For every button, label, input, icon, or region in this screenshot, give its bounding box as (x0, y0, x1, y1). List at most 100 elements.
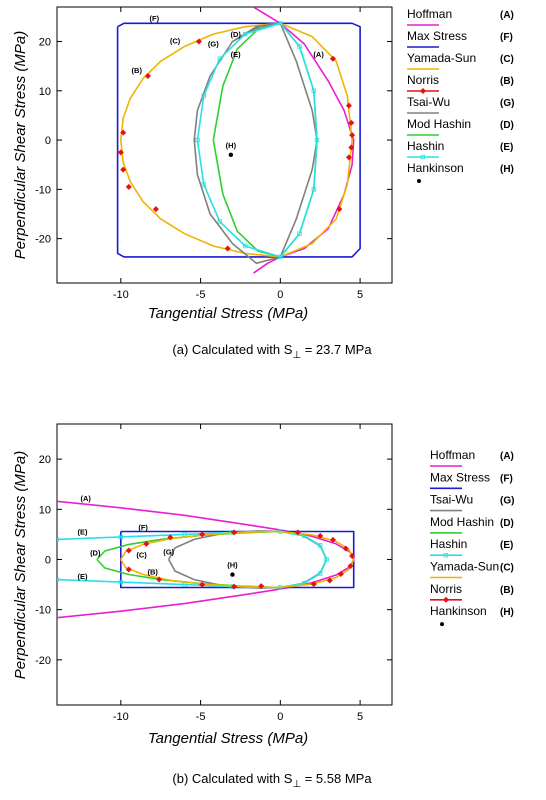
legend-label-hankinson-a: Hankinson (407, 161, 464, 175)
hashin-a-point (311, 88, 317, 93)
legend-label-hashin-b: Hashin (430, 537, 467, 551)
hashin-a-point (217, 56, 222, 61)
norris-a-point (345, 102, 352, 109)
y-tick-label-b: 0 (45, 554, 51, 566)
y-tick-label-a: 20 (39, 37, 51, 49)
norris-b-point (231, 583, 238, 590)
norris-b-point (125, 547, 132, 554)
norris-b-point (310, 581, 317, 588)
norris-a-point (144, 73, 151, 79)
legend-code-yamada-sun-b: (C) (500, 563, 514, 574)
series-group-b (57, 500, 356, 619)
norris-b-point (349, 552, 356, 559)
legend-label-max-stress-a: Max Stress (407, 29, 467, 43)
series-group-a (116, 7, 361, 274)
y-tick-label-b: -10 (35, 605, 51, 617)
hashin-a-point (278, 254, 283, 260)
annotation-f-b: (F) (138, 523, 148, 532)
norris-b-point (125, 566, 132, 573)
y-tick-label-a: -20 (35, 234, 51, 246)
x-tick-label-a: -10 (113, 289, 129, 301)
y-tick-label-b: 10 (39, 504, 51, 516)
legend-label-yamada-sun-a: Yamada-Sun (407, 51, 476, 65)
hankinson-b-point (230, 572, 235, 577)
caption-a: (a) Calculated with S⊥ = 23.7 MPa (172, 342, 372, 361)
hashin-a-point (297, 44, 302, 49)
annotation-h-b: (H) (227, 561, 238, 570)
panel-a: -10 -5 0 5 -20 -10 0 10 20 (F) (C) (B) (D) (G) (E) (A) (… (12, 6, 514, 361)
hashin-b-point (118, 534, 124, 540)
x-axis-title-a: Tangential Stress (MPa) (148, 305, 308, 322)
tsai-wu-a-line (193, 22, 318, 265)
norris-a-point (345, 154, 352, 161)
annotation-f-a: (F) (150, 14, 160, 23)
yamada-sun-b-line (120, 530, 355, 589)
plot-frame-b (56, 423, 393, 706)
legend-label-tsai-wu-a: Tsai-Wu (407, 95, 450, 109)
norris-b-point (199, 581, 206, 588)
y-axis-title-b: Perpendicular Shear Stress (MPa) (12, 451, 29, 679)
legend-label-tsai-wu-b: Tsai-Wu (430, 493, 473, 507)
norris-a-point (125, 183, 132, 190)
hashin-a-point (297, 231, 302, 236)
x-tick-label-b: -10 (113, 711, 129, 723)
legend-label-hashin-a: Hashin (407, 139, 444, 153)
caption-b-sub: ⊥ (292, 779, 301, 790)
hashin-b-point (318, 543, 323, 548)
plot-area-a: -10 -5 0 5 -20 -10 0 10 20 (F) (C) (B) (D) (G) (E) (A) (… (35, 7, 392, 301)
annotation-a-b: (A) (81, 494, 92, 503)
hashin-b-point (324, 557, 329, 562)
legend-code-tsai-wu-a: (G) (500, 98, 514, 109)
caption-a-suffix: = 23.7 MPa (301, 342, 372, 357)
annotation-g-a: (G) (208, 39, 219, 48)
y-axis-title-a: Perpendicular Shear Stress (MPa) (12, 31, 29, 259)
hashin-a-point (201, 182, 206, 187)
annotation-d-a: (D) (230, 30, 241, 39)
x-axis-title-b: Tangential Stress (MPa) (148, 730, 308, 747)
hashin-a-point (311, 187, 317, 192)
annotation-h-a: (H) (226, 141, 237, 150)
norris-a-point (348, 119, 355, 126)
legend-b: Hoffman (A) Max Stress (F) Tsai-Wu (G) Mod Has… (430, 448, 514, 627)
norris-b-point (167, 534, 174, 541)
hashin-b-point (318, 571, 323, 576)
norris-a-point (349, 132, 356, 139)
annotation-e-a: (E) (231, 50, 242, 59)
legend-code-max-stress-b: (F) (500, 473, 513, 484)
norris-b-point (337, 571, 344, 578)
y-tick-label-b: 20 (39, 454, 51, 466)
norris-b-point (258, 583, 265, 590)
caption-b: (b) Calculated with S⊥ = 5.58 MPa (172, 771, 372, 790)
norris-a-point (348, 144, 355, 151)
norris-b-point (199, 531, 206, 538)
legend-code-hoffman-a: (A) (500, 10, 514, 21)
hashin-a-point (278, 21, 283, 26)
legend-code-max-stress-a: (F) (500, 32, 513, 43)
norris-b-point (231, 529, 238, 536)
annotation-b-b: (B) (148, 568, 159, 577)
norris-a-point (195, 38, 202, 45)
plot-frame-a (56, 6, 393, 284)
norris-a-point (117, 149, 124, 156)
caption-a-sub: ⊥ (292, 350, 301, 361)
annotation-c-b: (C) (136, 550, 147, 559)
legend-marker-hashin-a (420, 154, 425, 160)
hashin-a-point (243, 243, 248, 249)
norris-b-point (143, 540, 150, 547)
legend-code-norris-b: (B) (500, 585, 514, 596)
norris-b-point (342, 545, 349, 552)
norris-b-point (317, 532, 324, 539)
legend-label-mod-hashin-a: Mod Hashin (407, 117, 471, 131)
x-tick-label-a: -5 (196, 289, 206, 301)
legend-label-hoffman-b: Hoffman (430, 448, 475, 462)
hashin-b-point (118, 579, 124, 585)
legend-code-mod-hashin-a: (D) (500, 120, 514, 131)
legend-code-hankinson-a: (H) (500, 164, 514, 175)
legend-swatch-hankinson-b (440, 622, 444, 627)
x-tick-label-a: 0 (277, 289, 283, 301)
legend-label-max-stress-b: Max Stress (430, 470, 490, 484)
legend-code-norris-a: (B) (500, 76, 514, 87)
legend-marker-norris-a (420, 88, 426, 94)
plot-area-b: -10 -5 0 5 -20 -10 0 10 20 (A) (F) (E) (D) (C) (G) (B) (… (35, 424, 392, 723)
